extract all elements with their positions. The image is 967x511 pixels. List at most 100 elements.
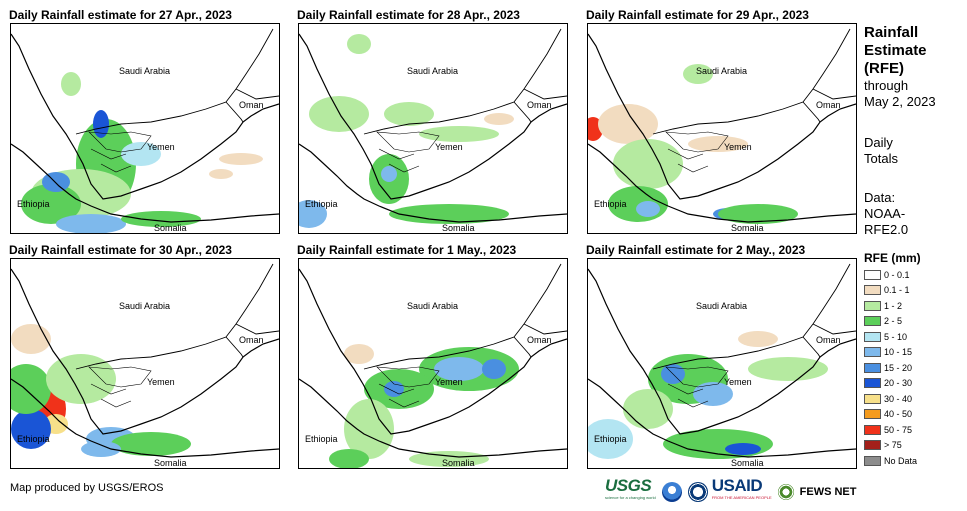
legend-item: > 75 [864, 439, 902, 452]
data-source: Data: NOAA- RFE2.0 [864, 190, 908, 238]
legend-label: 15 - 20 [884, 362, 913, 373]
map-label-yemen: Yemen [147, 142, 175, 152]
usaid-tagline: FROM THE AMERICAN PEOPLE [711, 495, 772, 500]
boundary-line [513, 323, 567, 358]
rainfall-area [381, 166, 397, 182]
rainfall-area [309, 96, 369, 132]
boundary-line [376, 366, 440, 408]
rainfall-map: Saudi Arabia Oman Yemen Ethiopia Somalia [587, 23, 857, 234]
map-label-saudi: Saudi Arabia [696, 301, 748, 311]
legend-item: 2 - 5 [864, 315, 902, 328]
map-panel-29apr: Daily Rainfall estimate for 29 Apr., 202… [586, 7, 857, 234]
boundary-line [802, 323, 856, 358]
boundary-line [88, 131, 152, 173]
legend-label: 20 - 30 [884, 378, 913, 388]
map-canvas [11, 28, 279, 233]
legend-swatch [864, 300, 881, 311]
rainfall-area [693, 382, 733, 406]
legend-swatch [864, 331, 881, 342]
boundary-line [75, 263, 274, 370]
title-line: Rainfall [864, 24, 919, 41]
rainfall-area [329, 449, 369, 468]
map-panel-1may: Daily Rainfall estimate for 1 May., 2023… [297, 242, 568, 469]
map-canvas [588, 28, 856, 224]
legend-label: 5 - 10 [884, 331, 908, 342]
boundary-line [11, 268, 279, 435]
map-canvas [588, 263, 856, 459]
panel-title: Daily Rainfall estimate for 2 May., 2023 [586, 243, 806, 257]
rainfall-area [434, 357, 484, 381]
legend-title: RFE (mm) [864, 251, 921, 265]
rainfall-area [121, 211, 201, 227]
legend-swatch [864, 269, 881, 280]
totals-label: Totals [864, 151, 898, 166]
daily-totals: Daily Totals [864, 135, 898, 167]
rainfall-area [344, 344, 374, 364]
rainfall-area [623, 389, 673, 429]
usgs-tagline: science for a changing world [605, 495, 656, 500]
panel-title: Daily Rainfall estimate for 30 Apr., 202… [9, 243, 232, 257]
fews-globe-icon [777, 484, 794, 500]
map-label-yemen: Yemen [724, 142, 752, 152]
legend-item: 30 - 40 [864, 392, 912, 405]
boundary-line [363, 263, 562, 370]
legend-swatch [864, 285, 881, 295]
map-label-saudi: Saudi Arabia [119, 66, 171, 76]
boundary-line [299, 143, 567, 223]
map-label-oman: Oman [527, 100, 552, 110]
rainfall-area [219, 153, 263, 165]
legend-label: 0 - 0.1 [884, 269, 910, 280]
data-label: Data: [864, 190, 896, 205]
rainfall-area [482, 359, 506, 379]
legend-label: 50 - 75 [884, 424, 913, 435]
usaid-logo: USAID FROM THE AMERICAN PEOPLE [708, 477, 772, 505]
credit-text: Map produced by USGS/EROS [10, 482, 164, 494]
map-label-somalia: Somalia [442, 223, 475, 233]
fews-net-wordmark: FEWS NET [799, 486, 857, 498]
map-panel-27apr: Daily Rainfall estimate for 27 Apr., 202… [9, 7, 280, 234]
map-canvas [299, 28, 567, 228]
map-label-ethiopia: Ethiopia [305, 199, 338, 209]
noaa-logo-icon [661, 482, 682, 502]
rainfall-map: Saudi Arabia Oman Yemen Ethiopia Somalia [10, 23, 280, 234]
map-canvas [11, 263, 279, 458]
map-panel-30apr: Daily Rainfall estimate for 30 Apr., 202… [9, 242, 280, 469]
rainfall-area [419, 126, 499, 142]
data-source-line: RFE2.0 [864, 222, 909, 237]
panel-title: Daily Rainfall estimate for 27 Apr., 202… [9, 8, 232, 22]
legend-label: 2 - 5 [884, 316, 903, 326]
rainfall-area [11, 324, 51, 354]
legend-item: 0 - 0.1 [864, 268, 910, 281]
boundary-line [88, 366, 152, 408]
boundary-line [665, 366, 729, 408]
legend-label: 40 - 50 [884, 409, 913, 419]
rainfall-area [748, 357, 828, 381]
usgs-wordmark: USGS [605, 476, 652, 495]
panel-title: Daily Rainfall estimate for 28 Apr., 202… [297, 8, 520, 22]
map-label-oman: Oman [239, 335, 264, 345]
legend-label: 10 - 15 [884, 347, 913, 357]
rainfall-area [344, 399, 394, 459]
rainfall-area [718, 204, 798, 224]
map-label-somalia: Somalia [731, 223, 764, 233]
rainfall-map: Saudi Arabia Oman Yemen Ethiopia Somalia [10, 258, 280, 469]
rainfall-area [384, 381, 404, 397]
map-label-yemen: Yemen [724, 377, 752, 387]
boundary-line [588, 378, 856, 458]
rainfall-area [209, 169, 233, 179]
rainfall-map: Saudi Arabia Oman Yemen Ethiopia Somalia [587, 258, 857, 469]
rainfall-map: Saudi Arabia Oman Yemen Ethiopia Somalia [298, 23, 568, 234]
boundary-line [513, 88, 567, 123]
map-label-saudi: Saudi Arabia [696, 66, 748, 76]
boundary-line [363, 28, 562, 135]
rainfall-area [11, 364, 51, 414]
boundary-line [588, 268, 856, 435]
legend-label: 1 - 2 [884, 300, 903, 311]
legend-item: 40 - 50 [864, 408, 912, 421]
boundary-line [11, 378, 279, 458]
rainfall-area [389, 204, 509, 224]
rainfall-area [598, 104, 658, 144]
boundary-line [665, 131, 729, 173]
boundary-line [376, 131, 440, 173]
boundary-line [588, 33, 856, 200]
